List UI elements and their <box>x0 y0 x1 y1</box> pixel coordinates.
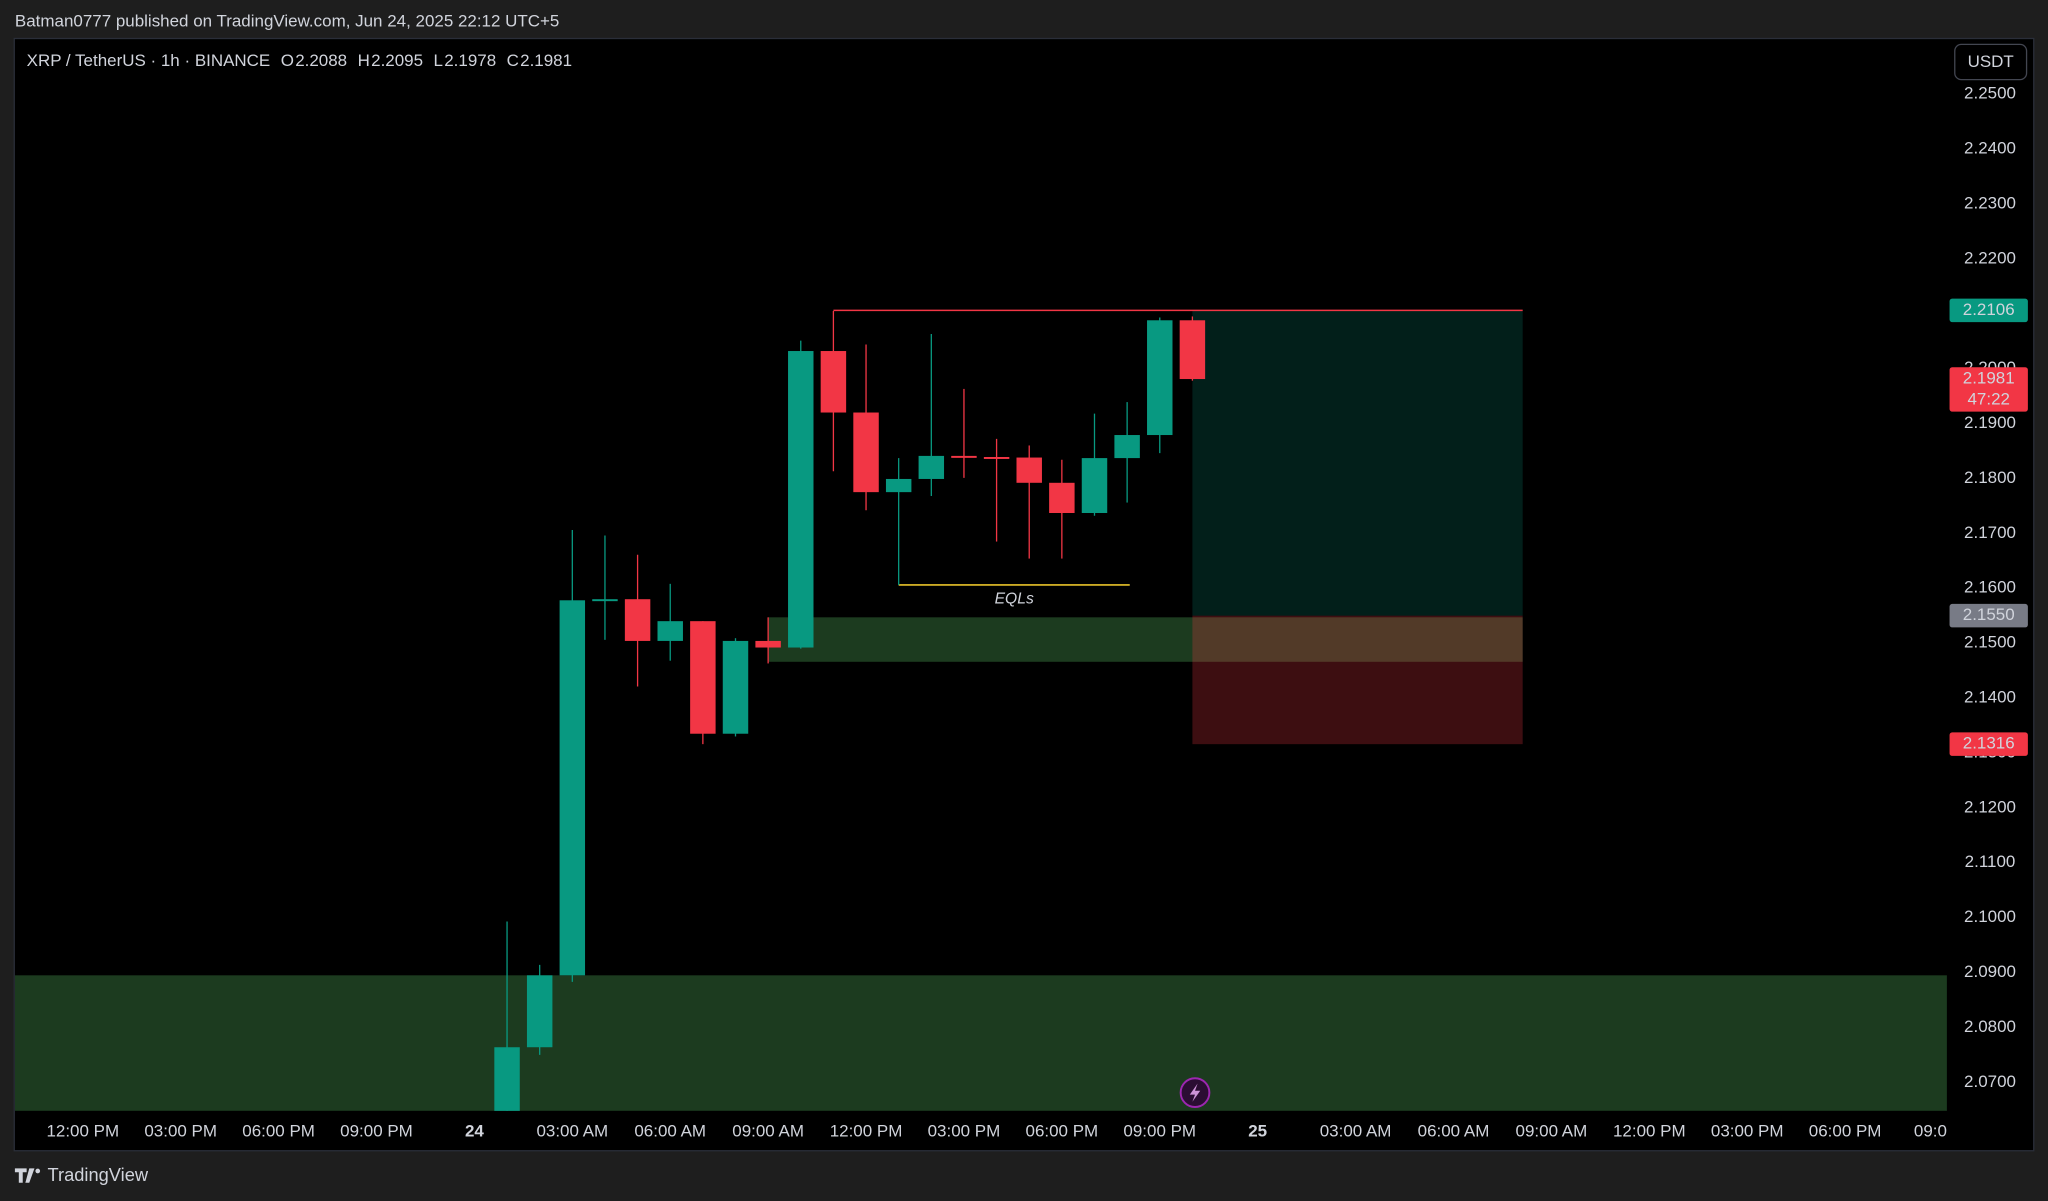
alert-icon[interactable] <box>1179 1077 1211 1108</box>
y-tick-label: 2.1100 <box>1965 852 2016 871</box>
x-tick-label: 09:00 AM <box>1516 1121 1588 1140</box>
candle-body <box>494 1047 520 1111</box>
countdown-label: 47:22 <box>1967 389 2009 408</box>
x-tick-label: 03:00 AM <box>536 1121 608 1140</box>
candle-body <box>820 351 847 413</box>
candle-body <box>722 640 749 734</box>
price-tag <box>1949 732 2028 756</box>
price-tag-label: 2.1316 <box>1963 734 2015 753</box>
price-tag-label: 2.1550 <box>1963 605 2015 624</box>
x-tick-label: 06:00 PM <box>242 1121 315 1140</box>
x-tick-label: 25 <box>1248 1121 1267 1140</box>
candle-body <box>690 621 716 734</box>
position-stop-area <box>1192 615 1523 745</box>
candle-body <box>1049 482 1075 514</box>
level-label: EQLs <box>995 590 1034 607</box>
brand-logo <box>14 1168 41 1183</box>
candle-body <box>526 975 553 1048</box>
x-tick-label: 09:00 AM <box>732 1121 804 1140</box>
x-tick-label: 03:00 PM <box>1711 1121 1784 1140</box>
y-tick-label: 2.0800 <box>1964 1017 2016 1036</box>
y-tick-label: 2.2300 <box>1964 193 2016 212</box>
price-tag <box>1949 298 2028 323</box>
y-tick-label: 2.1800 <box>1964 468 2016 487</box>
publisher-line: Batman0777 published on TradingView.com,… <box>15 12 559 31</box>
y-tick-label: 2.1400 <box>1964 688 2016 707</box>
candle-body <box>788 351 814 648</box>
y-tick-label: 2.1000 <box>1964 907 2016 926</box>
y-tick-label: 2.2500 <box>1964 84 2016 103</box>
x-tick-label: 09:00 PM <box>1123 1121 1196 1140</box>
ohlc-value: 2.1981 <box>520 51 572 70</box>
brand-name: TradingView <box>48 1164 149 1185</box>
candle-body <box>983 456 1010 459</box>
legend: XRP / TetherUS · 1h · BINANCE O 2.2088 H 2.2… <box>27 51 572 70</box>
x-tick-label: 12:00 PM <box>46 1121 119 1140</box>
currency-button[interactable] <box>1954 43 2028 81</box>
x-tick-label: 24 <box>465 1121 484 1140</box>
y-tick-label: 2.2400 <box>1964 138 2016 157</box>
y-tick-label: 2.1600 <box>1964 578 2016 597</box>
x-tick-label: 06:00 PM <box>1809 1121 1882 1140</box>
alert-bolt[interactable] <box>1189 1083 1201 1102</box>
x-tick-label: 03:00 AM <box>1320 1121 1392 1140</box>
x-tick-label: 09:0 <box>1914 1121 1947 1140</box>
y-tick-label: 2.1200 <box>1964 797 2016 816</box>
candle-body <box>853 412 879 493</box>
chart-frame <box>13 37 2035 1152</box>
y-tick-label: 2.1700 <box>1964 523 2016 542</box>
candle-body <box>918 455 945 479</box>
x-tick-label: 03:00 PM <box>144 1121 217 1140</box>
price-tag <box>1949 603 2028 628</box>
ohlc-key: L <box>433 51 442 70</box>
candle-body <box>657 621 683 641</box>
logo-dot <box>35 1168 41 1174</box>
plot-area: EQLs <box>14 309 1947 1111</box>
logo-mark <box>14 1168 35 1183</box>
candle-body <box>1081 458 1108 514</box>
ohlc-key: O <box>281 51 294 70</box>
position-target-area <box>1192 310 1523 616</box>
candle-body <box>951 455 977 458</box>
candle-body <box>1179 320 1206 380</box>
candle-body <box>755 640 781 648</box>
ohlc-key: H <box>358 51 370 70</box>
symbol-title: XRP / TetherUS · 1h · BINANCE <box>27 51 271 70</box>
y-tick-label: 2.1500 <box>1964 633 2016 652</box>
candle-body <box>559 600 586 976</box>
ohlc-value: 2.2088 <box>295 51 347 70</box>
zone <box>14 975 1947 1111</box>
x-tick-label: 09:00 PM <box>340 1121 413 1140</box>
candle-body <box>1114 435 1140 459</box>
candle-body <box>885 478 912 493</box>
ohlc-key: C <box>507 51 519 70</box>
y-tick-label: 2.1900 <box>1964 413 2016 432</box>
ohlc-value: 2.1978 <box>444 51 496 70</box>
candle-body <box>592 599 618 602</box>
y-tick-label: 2.0900 <box>1964 962 2016 981</box>
axes: 2.25002.24002.23002.22002.21002.20002.19… <box>46 84 2028 1140</box>
currency-label[interactable]: USDT <box>1968 52 2014 71</box>
x-tick-label: 03:00 PM <box>928 1121 1001 1140</box>
x-tick-label: 12:00 PM <box>830 1121 903 1140</box>
price-tag <box>1949 367 2028 412</box>
ohlc-value: 2.2095 <box>371 51 423 70</box>
y-tick-label: 2.0700 <box>1964 1072 2016 1091</box>
candle-body <box>1147 320 1173 436</box>
candle-body <box>624 599 651 641</box>
x-tick-label: 06:00 PM <box>1026 1121 1099 1140</box>
zone <box>768 617 1523 662</box>
price-tag-label: 2.1981 <box>1963 369 2015 388</box>
candle-body <box>1016 457 1042 483</box>
x-tick-label: 12:00 PM <box>1613 1121 1686 1140</box>
price-tag-label: 2.2106 <box>1963 300 2015 319</box>
x-tick-label: 06:00 AM <box>634 1121 706 1140</box>
y-tick-label: 2.2200 <box>1964 248 2016 267</box>
x-tick-label: 06:00 AM <box>1418 1121 1490 1140</box>
